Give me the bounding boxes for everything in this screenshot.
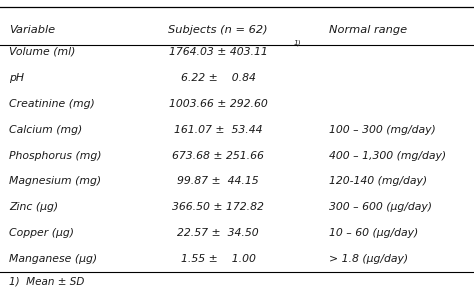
Text: Zinc (μg): Zinc (μg) (9, 202, 59, 212)
Text: Normal range: Normal range (329, 25, 408, 35)
Text: 10 – 60 (μg/day): 10 – 60 (μg/day) (329, 228, 419, 238)
Text: Subjects (n = 62): Subjects (n = 62) (168, 25, 268, 35)
Text: 120-140 (mg/day): 120-140 (mg/day) (329, 177, 428, 186)
Text: 1.55 ±    1.00: 1.55 ± 1.00 (181, 254, 255, 264)
Text: 400 – 1,300 (mg/day): 400 – 1,300 (mg/day) (329, 151, 447, 160)
Text: 673.68 ± 251.66: 673.68 ± 251.66 (172, 151, 264, 160)
Text: Creatinine (mg): Creatinine (mg) (9, 99, 95, 109)
Text: Volume (ml): Volume (ml) (9, 47, 76, 57)
Text: 99.87 ±  44.15: 99.87 ± 44.15 (177, 177, 259, 186)
Text: Variable: Variable (9, 25, 55, 35)
Text: 366.50 ± 172.82: 366.50 ± 172.82 (172, 202, 264, 212)
Text: 1)  Mean ± SD: 1) Mean ± SD (9, 277, 85, 287)
Text: Phosphorus (mg): Phosphorus (mg) (9, 151, 102, 160)
Text: Copper (μg): Copper (μg) (9, 228, 74, 238)
Text: 22.57 ±  34.50: 22.57 ± 34.50 (177, 228, 259, 238)
Text: pH: pH (9, 73, 25, 83)
Text: Calcium (mg): Calcium (mg) (9, 125, 83, 134)
Text: 1003.66 ± 292.60: 1003.66 ± 292.60 (169, 99, 267, 109)
Text: 1764.03 ± 403.11: 1764.03 ± 403.11 (169, 47, 267, 57)
Text: Magnesium (mg): Magnesium (mg) (9, 177, 101, 186)
Text: 100 – 300 (mg/day): 100 – 300 (mg/day) (329, 125, 436, 134)
Text: 161.07 ±  53.44: 161.07 ± 53.44 (174, 125, 262, 134)
Text: > 1.8 (μg/day): > 1.8 (μg/day) (329, 254, 409, 264)
Text: 300 – 600 (μg/day): 300 – 600 (μg/day) (329, 202, 432, 212)
Text: 6.22 ±    0.84: 6.22 ± 0.84 (181, 73, 255, 83)
Text: 1): 1) (294, 40, 301, 46)
Text: Manganese (μg): Manganese (μg) (9, 254, 98, 264)
